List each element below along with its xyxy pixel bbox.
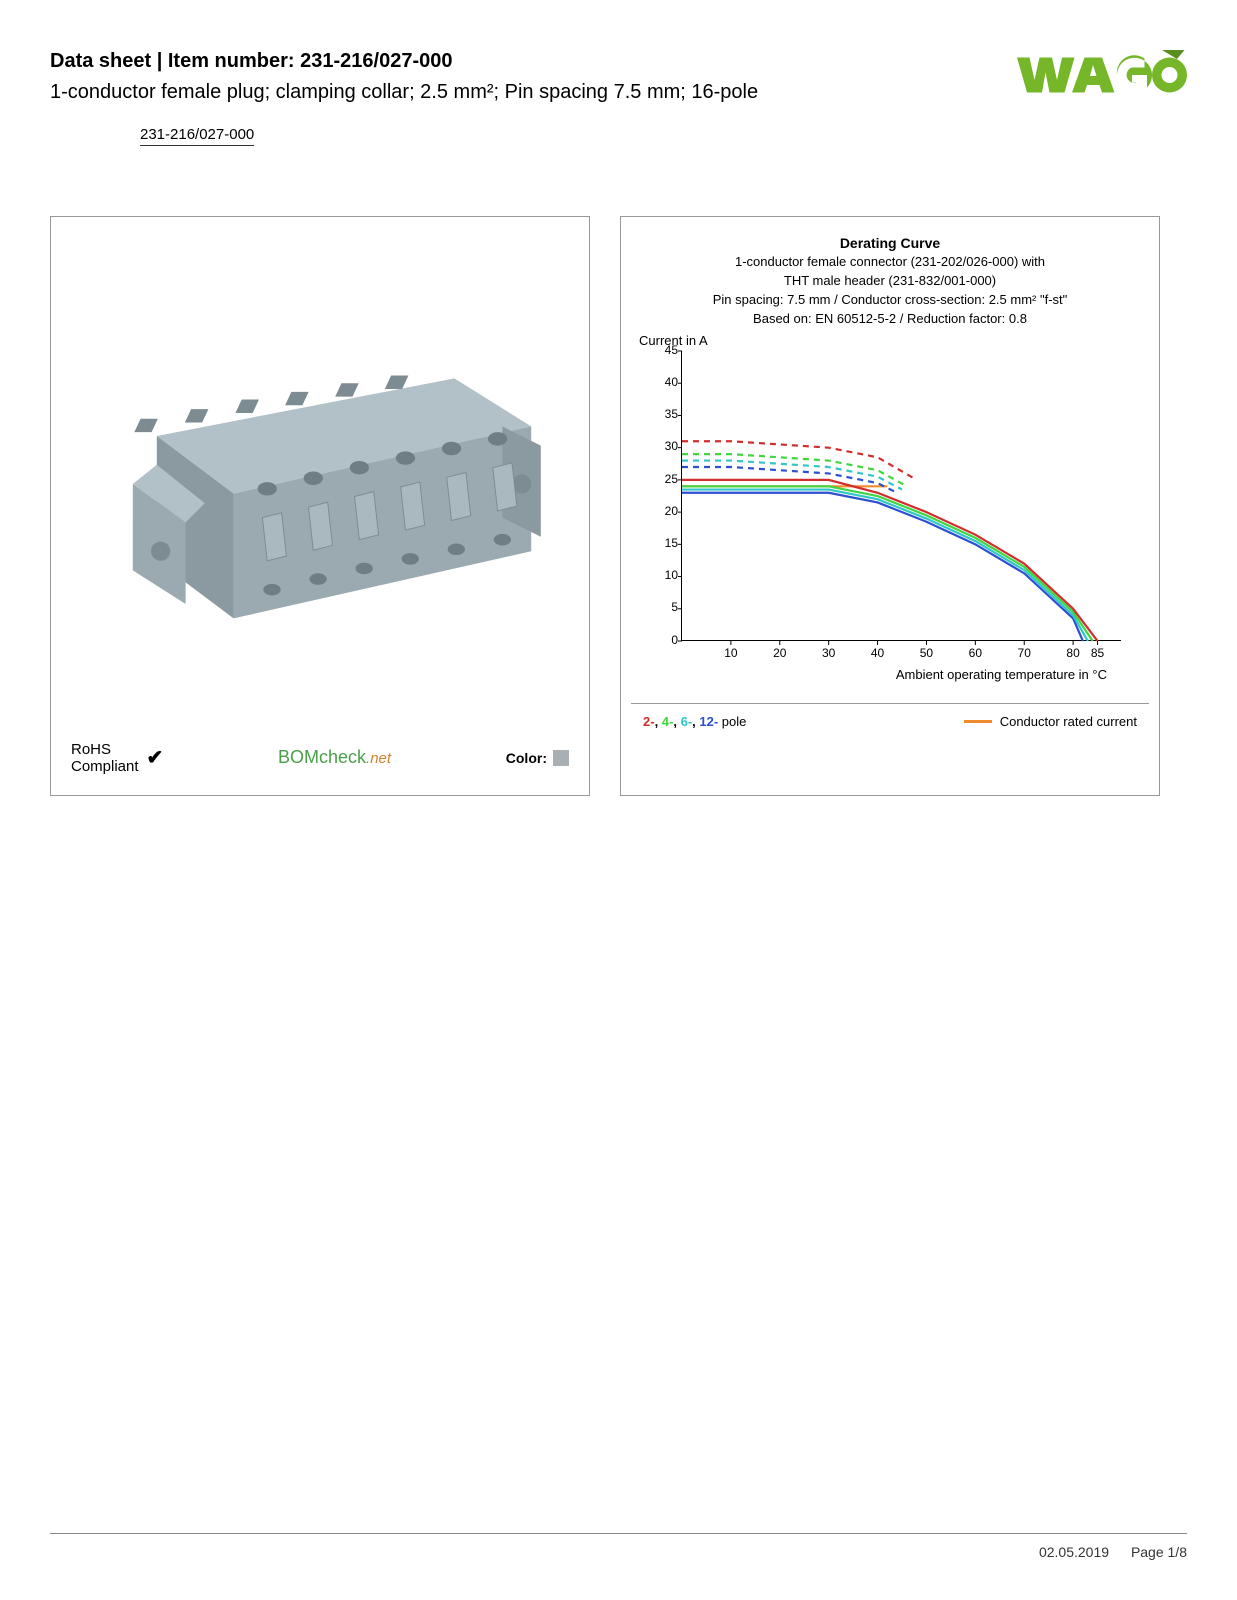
page-title: Data sheet | Item number: 231-216/027-00… bbox=[50, 50, 1017, 73]
chart-legend: 2-, 4-, 6-, 12- pole Conductor rated cur… bbox=[631, 703, 1149, 733]
conductor-label: Conductor rated current bbox=[1000, 714, 1137, 729]
legend-6pole: 6- bbox=[681, 714, 693, 729]
footer-date: 02.05.2019 bbox=[1039, 1544, 1109, 1560]
chart-panel: Derating Curve 1-conductor female connec… bbox=[620, 216, 1160, 796]
x-axis-label: Ambient operating temperature in °C bbox=[671, 667, 1129, 682]
chart-plot: 051015202530354045102030405060708085 bbox=[681, 351, 1121, 641]
check-icon: ✔ bbox=[147, 745, 164, 770]
chart-line2: THT male header (231-832/001-000) bbox=[643, 272, 1137, 291]
x-tick: 10 bbox=[724, 646, 737, 660]
x-tick: 30 bbox=[822, 646, 835, 660]
footer-page: Page 1/8 bbox=[1131, 1544, 1187, 1560]
y-tick: 10 bbox=[652, 568, 678, 582]
color-swatch bbox=[553, 750, 569, 766]
y-tick: 40 bbox=[652, 375, 678, 389]
product-image bbox=[61, 227, 579, 741]
bomcheck-suffix: .net bbox=[366, 750, 391, 767]
y-tick: 30 bbox=[652, 439, 678, 453]
legend-sep-1: , bbox=[655, 714, 662, 729]
item-number-link[interactable]: 231-216/027-000 bbox=[140, 126, 254, 146]
y-tick: 5 bbox=[652, 600, 678, 614]
rohs-label-2: Compliant bbox=[71, 758, 139, 775]
wago-logo bbox=[1017, 50, 1187, 100]
x-tick: 50 bbox=[920, 646, 933, 660]
rohs-compliant: RoHS Compliant ✔ bbox=[71, 741, 163, 776]
header-text: Data sheet | Item number: 231-216/027-00… bbox=[50, 50, 1017, 146]
title-prefix: Data sheet bbox=[50, 50, 151, 72]
legend-2pole: 2- bbox=[643, 714, 655, 729]
x-tick: 80 bbox=[1066, 646, 1079, 660]
chart-title: Derating Curve bbox=[643, 233, 1137, 253]
chart-header: Derating Curve 1-conductor female connec… bbox=[631, 227, 1149, 337]
conductor-legend: Conductor rated current bbox=[964, 714, 1137, 729]
x-tick: 60 bbox=[969, 646, 982, 660]
x-tick: 20 bbox=[773, 646, 786, 660]
chart-line4: Based on: EN 60512-5-2 / Reduction facto… bbox=[643, 310, 1137, 329]
header: Data sheet | Item number: 231-216/027-00… bbox=[50, 50, 1187, 146]
chart-area: Current in A 051015202530354045102030405… bbox=[631, 351, 1149, 691]
y-tick: 15 bbox=[652, 536, 678, 550]
y-tick: 0 bbox=[652, 633, 678, 647]
color-indicator: Color: bbox=[506, 750, 569, 766]
bomcheck-main: BOMcheck bbox=[278, 747, 366, 767]
bomcheck-logo: BOMcheck.net bbox=[278, 747, 391, 768]
subtitle: 1-conductor female plug; clamping collar… bbox=[50, 79, 1017, 106]
x-tick: 85 bbox=[1091, 646, 1104, 660]
title-label: Item number: bbox=[168, 50, 300, 72]
y-tick: 35 bbox=[652, 407, 678, 421]
chart-line3: Pin spacing: 7.5 mm / Conductor cross-se… bbox=[643, 291, 1137, 310]
y-tick: 45 bbox=[652, 343, 678, 357]
x-tick: 70 bbox=[1018, 646, 1031, 660]
product-footer: RoHS Compliant ✔ BOMcheck.net Color: bbox=[61, 741, 579, 786]
x-tick: 40 bbox=[871, 646, 884, 660]
y-tick: 25 bbox=[652, 472, 678, 486]
conductor-line-icon bbox=[964, 720, 992, 723]
chart-line1: 1-conductor female connector (231-202/02… bbox=[643, 253, 1137, 272]
title-sep: | bbox=[151, 50, 168, 72]
legend-4pole: 4- bbox=[662, 714, 674, 729]
title-item-number: 231-216/027-000 bbox=[300, 50, 452, 72]
legend-12pole: 12- bbox=[699, 714, 718, 729]
legend-pole-suffix: pole bbox=[718, 714, 746, 729]
page-footer: 02.05.2019 Page 1/8 bbox=[50, 1533, 1187, 1560]
pole-legend: 2-, 4-, 6-, 12- pole bbox=[643, 714, 746, 729]
rohs-label-1: RoHS bbox=[71, 741, 139, 758]
panels-row: RoHS Compliant ✔ BOMcheck.net Color: Der… bbox=[50, 216, 1187, 796]
legend-sep-2: , bbox=[673, 714, 680, 729]
product-panel: RoHS Compliant ✔ BOMcheck.net Color: bbox=[50, 216, 590, 796]
y-tick: 20 bbox=[652, 504, 678, 518]
color-label: Color: bbox=[506, 750, 547, 766]
